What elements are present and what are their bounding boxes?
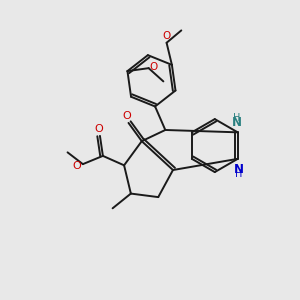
Text: N: N: [232, 116, 242, 129]
Text: O: O: [73, 160, 81, 171]
Text: O: O: [150, 62, 158, 72]
Text: O: O: [122, 111, 131, 121]
Text: N: N: [234, 163, 244, 176]
Text: H: H: [235, 169, 243, 179]
Text: O: O: [163, 31, 171, 41]
Text: H: H: [233, 113, 241, 124]
Text: O: O: [94, 124, 103, 134]
